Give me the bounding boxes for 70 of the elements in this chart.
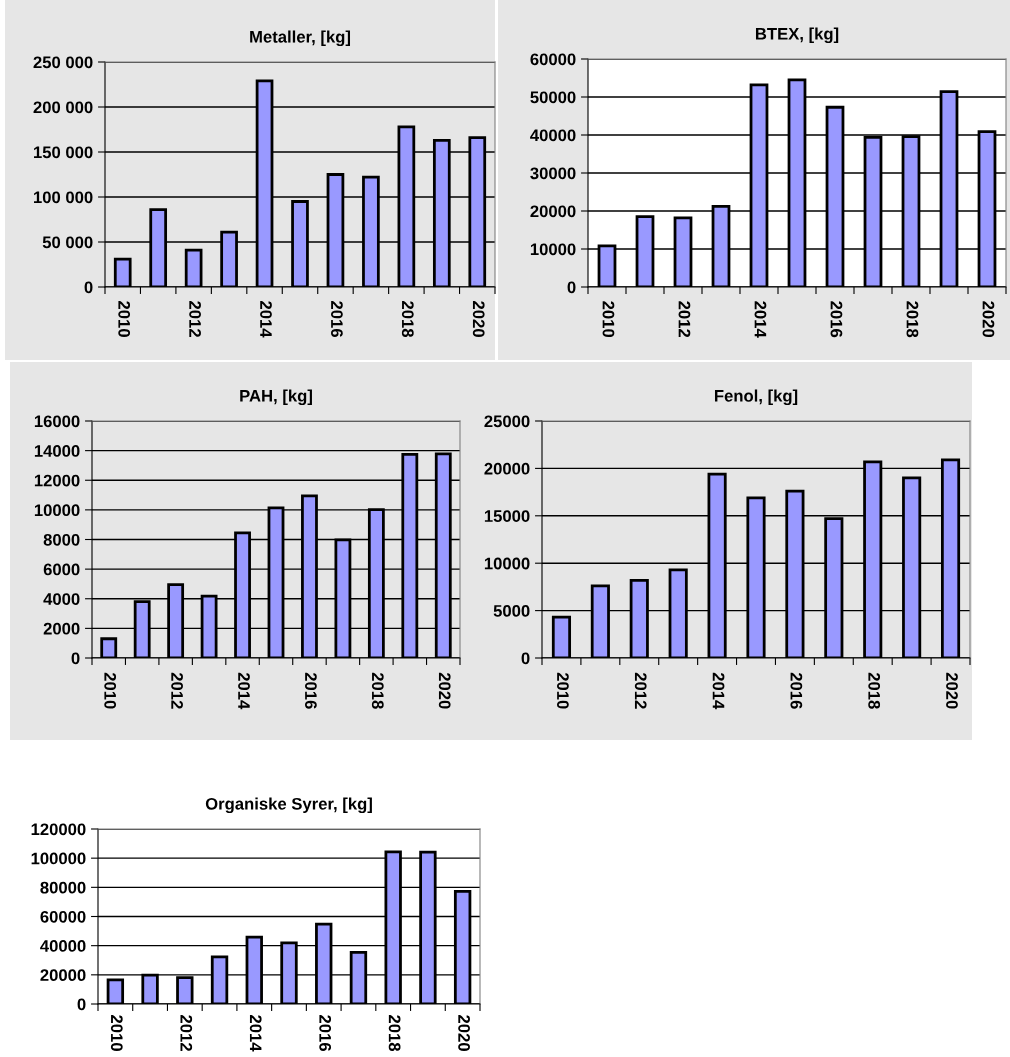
x-tick-label: 2012 — [678, 301, 691, 338]
x-tick-label: 2016 — [319, 1015, 332, 1051]
y-tick-label: 0 — [77, 998, 86, 1011]
y-tick-label: 50 000 — [42, 236, 93, 249]
x-tick-label: 2012 — [180, 1015, 193, 1051]
y-tick-label: 100 000 — [34, 191, 93, 204]
x-tick-label: 2012 — [634, 672, 647, 709]
x-tick-label: 2014 — [712, 672, 725, 710]
y-tick-label: 6000 — [43, 563, 80, 576]
y-tick-label: 10000 — [530, 243, 576, 256]
y-tick-label: 50000 — [530, 91, 576, 104]
y-tick-label: 250 000 — [33, 56, 93, 69]
chart-title: Fenol, [kg] — [714, 389, 798, 406]
y-tick-label: 5000 — [493, 605, 530, 617]
y-tick-label: 10000 — [484, 557, 530, 570]
y-tick-label: 0 — [567, 281, 576, 294]
chart-title: Metaller, [kg] — [250, 30, 351, 47]
y-tick-label: 20000 — [40, 969, 86, 982]
y-tick-label: 2000 — [43, 622, 80, 635]
x-tick-label: 2020 — [458, 1015, 470, 1051]
y-tick-label: 80000 — [40, 881, 86, 894]
y-tick-label: 16000 — [34, 415, 80, 428]
chart-title: PAH, [kg] — [240, 389, 312, 406]
x-tick-label: 2014 — [249, 1015, 262, 1052]
x-tick-label: 2010 — [104, 672, 117, 709]
x-tick-label: 2010 — [110, 1015, 123, 1051]
x-tick-label: 2012 — [171, 672, 183, 709]
y-tick-label: 150 000 — [34, 146, 93, 159]
y-tick-label: 40000 — [40, 940, 86, 952]
y-tick-label: 60000 — [530, 53, 576, 66]
x-tick-label: 2020 — [438, 672, 451, 709]
y-tick-label: 12000 — [34, 474, 80, 487]
y-tick-label: 4000 — [43, 593, 80, 605]
y-tick-label: 20000 — [530, 205, 576, 218]
y-tick-label: 20000 — [484, 462, 530, 475]
x-tick-label: 2016 — [304, 672, 317, 709]
y-tick-label: 14000 — [34, 445, 80, 457]
x-tick-label: 2018 — [401, 301, 414, 338]
x-tick-label: 2014 — [754, 301, 767, 338]
y-tick-label: 0 — [84, 281, 93, 294]
x-tick-label: 2016 — [330, 301, 343, 337]
y-tick-label: 120000 — [31, 823, 86, 836]
x-tick-label: 2010 — [602, 301, 615, 338]
y-tick-label: 10000 — [34, 504, 80, 517]
y-tick-label: 0 — [521, 652, 530, 665]
x-tick-label: 2020 — [472, 301, 485, 337]
x-tick-label: 2016 — [830, 301, 843, 338]
chart-title: BTEX, [kg] — [755, 27, 839, 44]
y-tick-label: 200 000 — [33, 101, 93, 114]
x-tick-label: 2020 — [946, 672, 958, 709]
x-tick-label: 2010 — [556, 672, 569, 709]
x-tick-label: 2020 — [982, 301, 995, 338]
x-tick-label: 2014 — [260, 301, 272, 338]
y-tick-label: 100000 — [31, 852, 86, 865]
x-tick-label: 2014 — [238, 672, 250, 710]
x-tick-label: 2018 — [906, 301, 919, 338]
y-tick-label: 0 — [71, 652, 80, 665]
x-tick-label: 2010 — [118, 301, 131, 337]
y-tick-label: 25000 — [484, 415, 530, 428]
x-tick-label: 2018 — [868, 672, 881, 709]
y-tick-label: 15000 — [484, 510, 530, 522]
chart-title: Organiske Syrer, [kg] — [205, 797, 372, 814]
y-tick-label: 8000 — [43, 533, 80, 546]
x-tick-label: 2018 — [371, 672, 384, 709]
y-tick-label: 60000 — [40, 910, 86, 923]
x-tick-label: 2016 — [790, 672, 803, 709]
y-tick-label: 30000 — [530, 167, 576, 180]
x-tick-label: 2012 — [189, 301, 201, 337]
y-tick-label: 40000 — [530, 129, 576, 142]
x-tick-label: 2018 — [388, 1015, 401, 1052]
